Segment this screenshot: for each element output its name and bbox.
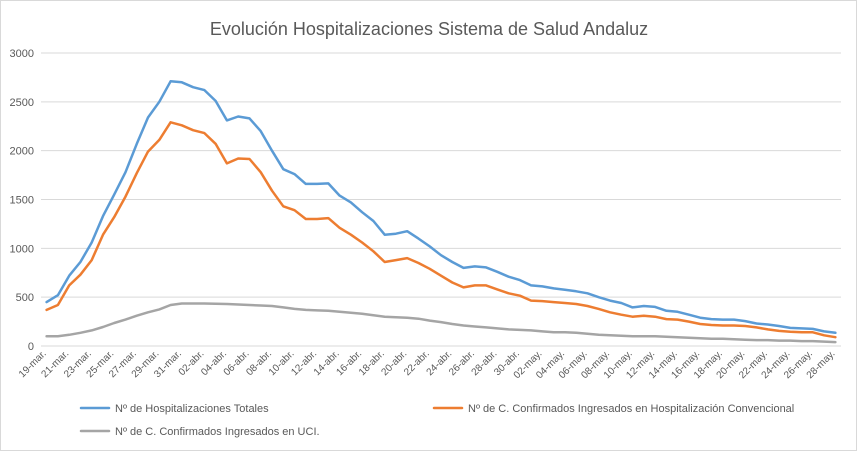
- x-axis-tick-labels: 19-mar.21-mar.23-mar.25-mar.27-mar.29-ma…: [17, 348, 837, 381]
- chart-title: Evolución Hospitalizaciones Sistema de S…: [210, 19, 648, 39]
- series-line-1: [45, 121, 837, 339]
- y-tick-label: 2500: [10, 97, 34, 109]
- y-tick-label: 3000: [10, 48, 34, 60]
- y-axis-tick-labels: 0 500 1000 1500 2000 2500 3000: [10, 48, 34, 353]
- y-tick-label: 1000: [10, 243, 34, 255]
- legend-label-1: Nº de C. Confirmados Ingresados en Hospi…: [468, 403, 794, 415]
- series-line-2: [45, 302, 837, 344]
- y-tick-label: 1500: [10, 195, 34, 207]
- legend: Nº de Hospitalizaciones Totales Nº de C. …: [79, 403, 794, 438]
- legend-label-2: Nº de C. Confirmados Ingresados en UCI.: [115, 426, 320, 438]
- y-tick-label: 2000: [10, 146, 34, 158]
- legend-label-0: Nº de Hospitalizaciones Totales: [115, 403, 269, 415]
- y-tick-label: 500: [16, 292, 34, 304]
- series-lines: [45, 80, 837, 344]
- y-tick-label: 0: [28, 341, 34, 353]
- gridlines: [41, 52, 841, 347]
- series-line-0: [45, 80, 837, 335]
